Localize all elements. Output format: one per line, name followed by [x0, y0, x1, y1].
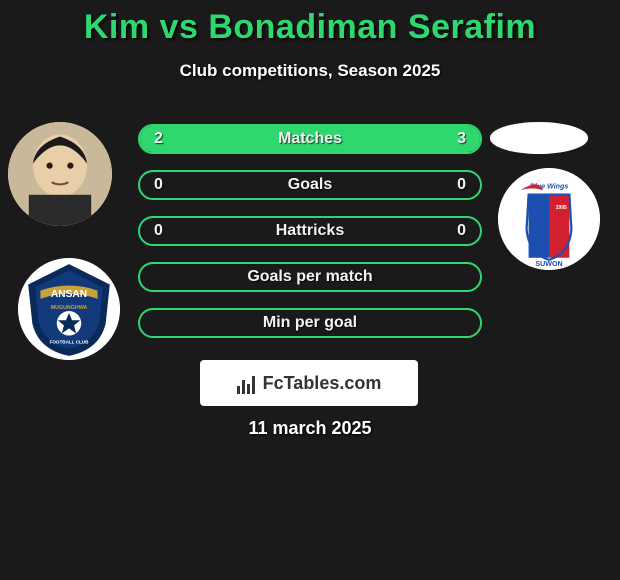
svg-text:ANSAN: ANSAN	[51, 289, 87, 300]
fctables-badge[interactable]: FcTables.com	[200, 360, 418, 406]
stat-label: Matches	[140, 126, 480, 152]
page-title: Kim vs Bonadiman Serafim	[0, 0, 620, 47]
svg-text:MUGUNGHWA: MUGUNGHWA	[51, 305, 88, 311]
stat-right-value: 0	[457, 218, 466, 244]
stats-container: 2 Matches 3 0 Goals 0 0 Hattricks 0 Goal…	[138, 124, 482, 354]
stat-row: 0 Goals 0	[138, 170, 482, 200]
stat-label: Min per goal	[140, 310, 480, 336]
date-label: 11 march 2025	[0, 418, 620, 439]
svg-text:SUWON: SUWON	[535, 260, 562, 268]
player-right-crest: Blue Wings 1995 SUWON	[498, 168, 600, 270]
player-left-crest: ANSAN MUGUNGHWA FOOTBALL CLUB	[18, 258, 120, 360]
player-left-photo	[8, 122, 112, 226]
stat-row: 2 Matches 3	[138, 124, 482, 154]
player-right-photo	[490, 122, 588, 154]
stat-label: Goals	[140, 172, 480, 198]
stat-label: Goals per match	[140, 264, 480, 290]
svg-text:1995: 1995	[556, 205, 567, 211]
stat-row: 0 Hattricks 0	[138, 216, 482, 246]
stat-right-value: 3	[457, 126, 466, 152]
svg-text:FOOTBALL CLUB: FOOTBALL CLUB	[50, 340, 90, 345]
stat-label: Hattricks	[140, 218, 480, 244]
stat-right-value: 0	[457, 172, 466, 198]
subtitle: Club competitions, Season 2025	[0, 61, 620, 81]
stat-row: Min per goal	[138, 308, 482, 338]
stat-row: Goals per match	[138, 262, 482, 292]
fctables-label: FcTables.com	[263, 373, 382, 394]
bar-chart-icon	[237, 373, 257, 394]
